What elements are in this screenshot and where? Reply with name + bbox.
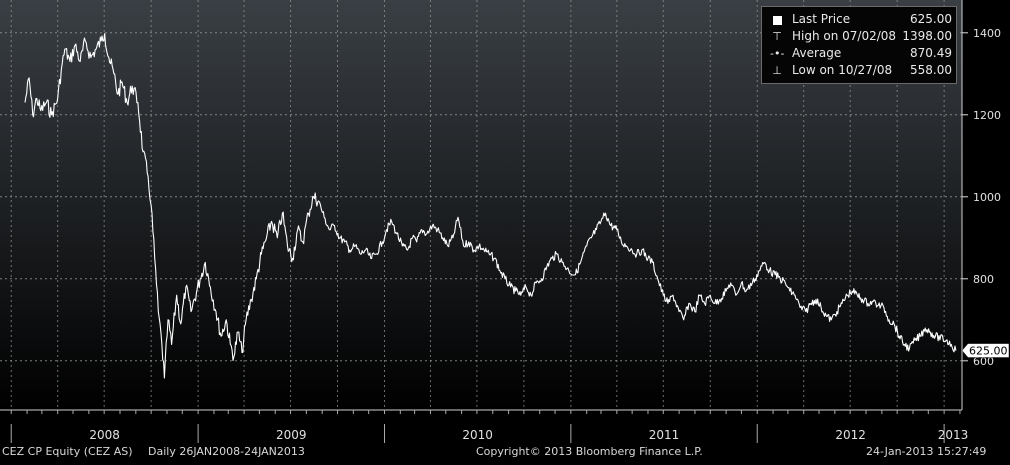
legend-row-last-price: Last Price 625.00 bbox=[762, 11, 956, 28]
y-tick-label: 1000 bbox=[973, 191, 1001, 204]
legend-label: Low on 10/27/08 bbox=[792, 63, 893, 77]
chart-legend: Last Price 625.00 ⊤ High on 07/02/08 139… bbox=[761, 6, 957, 84]
x-tick-label: 2008 bbox=[89, 428, 120, 442]
legend-value: 625.00 bbox=[910, 12, 952, 26]
x-axis: 2008 2009 2010 2011 2012 2013 bbox=[0, 409, 969, 443]
legend-label: Average bbox=[792, 46, 842, 60]
x-tick-label: 2013 bbox=[938, 428, 969, 442]
low-marker-icon: ⊥ bbox=[772, 64, 782, 77]
x-tick-label: 2011 bbox=[649, 428, 680, 442]
y-tick-label: 1200 bbox=[973, 109, 1001, 122]
copyright-label: Copyright© 2013 Bloomberg Finance L.P. bbox=[476, 445, 703, 458]
last-price-tag bbox=[961, 343, 1010, 358]
last-price-label: 625.00 bbox=[969, 345, 1008, 358]
y-tick-label: 1400 bbox=[973, 27, 1001, 40]
price-series-line bbox=[24, 33, 957, 379]
x-tick-label: 2010 bbox=[462, 428, 493, 442]
legend-value: 558.00 bbox=[910, 63, 952, 77]
chart-footer: CEZ CP Equity (CEZ AS) Daily 26JAN2008-2… bbox=[0, 443, 1010, 461]
y-tick-label: 600 bbox=[973, 355, 994, 368]
axis-background bbox=[962, 0, 1010, 443]
x-tick-label: 2012 bbox=[835, 428, 866, 442]
legend-value: 1398.00 bbox=[902, 29, 952, 43]
legend-row-average: -•- Average 870.49 bbox=[762, 45, 956, 62]
square-icon bbox=[770, 11, 784, 28]
x-axis-background bbox=[0, 410, 962, 443]
y-tick-label: 800 bbox=[973, 273, 994, 286]
average-marker-icon: -•- bbox=[770, 47, 785, 60]
ticker-label: CEZ CP Equity (CEZ AS) bbox=[2, 445, 133, 458]
timestamp-label: 24-Jan-2013 15:27:49 bbox=[866, 445, 987, 458]
last-price-marker: 625.00 bbox=[961, 343, 1010, 358]
legend-row-low: ⊥ Low on 10/27/08 558.00 bbox=[762, 62, 956, 79]
series-layer bbox=[24, 33, 957, 379]
high-marker-icon: ⊤ bbox=[772, 30, 782, 43]
legend-value: 870.49 bbox=[910, 46, 952, 60]
x-tick-label: 2009 bbox=[276, 428, 307, 442]
y-axis: 600 800 1000 1200 1400 bbox=[961, 0, 1001, 410]
legend-label: Last Price bbox=[792, 12, 851, 26]
legend-label: High on 07/02/08 bbox=[792, 29, 897, 43]
date-range-label: Daily 26JAN2008-24JAN2013 bbox=[148, 445, 305, 458]
legend-row-high: ⊤ High on 07/02/08 1398.00 bbox=[762, 28, 956, 45]
